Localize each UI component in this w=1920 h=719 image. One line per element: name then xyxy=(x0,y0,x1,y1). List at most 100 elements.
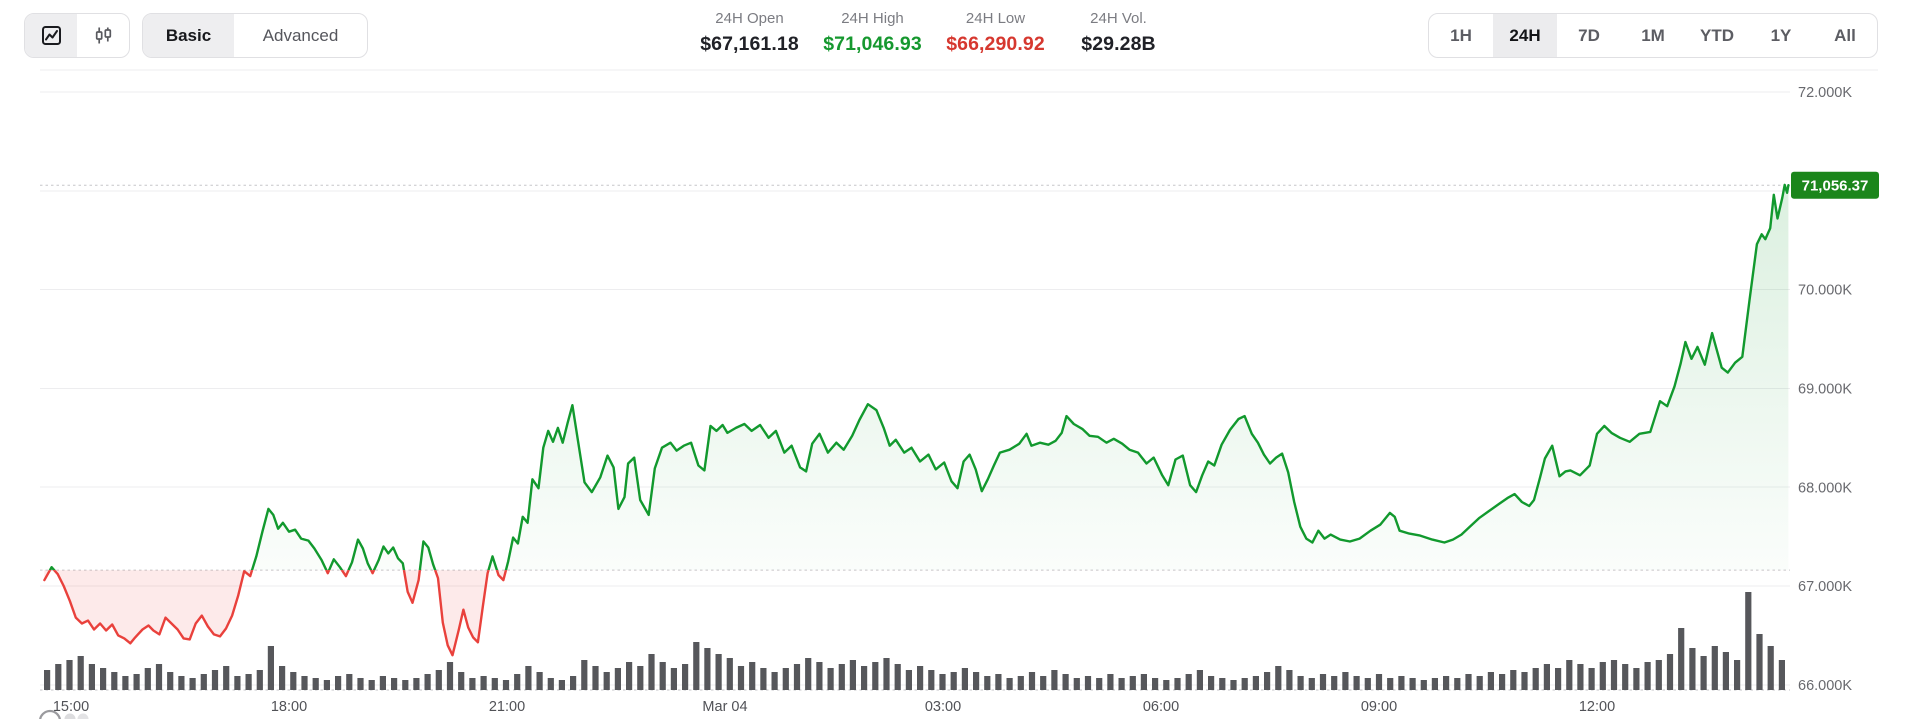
stats-row: 24H Open $67,161.18 24H High $71,046.93 24H … xyxy=(688,9,1180,56)
x-axis-label: 18:00 xyxy=(271,699,307,715)
volume-bar xyxy=(66,660,73,690)
volume-bar xyxy=(1073,678,1080,690)
volume-bar xyxy=(961,668,968,690)
volume-bar xyxy=(1756,634,1763,690)
stat-24h-high: 24H High $71,046.93 xyxy=(811,9,934,56)
volume-bar xyxy=(995,674,1002,690)
volume-bar xyxy=(614,668,621,690)
y-axis-label: 66.000K xyxy=(1798,678,1852,694)
volume-bar xyxy=(1208,676,1215,690)
range-button-ytd[interactable]: YTD xyxy=(1700,25,1734,45)
volume-bar xyxy=(1633,668,1640,690)
volume-bar xyxy=(133,674,140,690)
stat-value: $71,046.93 xyxy=(823,33,922,55)
candlestick-chart-type-button[interactable] xyxy=(77,14,129,57)
zoom-control-icon[interactable] xyxy=(34,705,100,719)
volume-bar xyxy=(1599,662,1606,690)
volume-bar xyxy=(1510,670,1517,690)
volume-bar xyxy=(312,678,319,690)
range-button-1h[interactable]: 1H xyxy=(1450,25,1472,45)
volume-bar xyxy=(793,664,801,690)
volume-bar xyxy=(1644,662,1651,690)
range-button-7d[interactable]: 7D xyxy=(1578,25,1600,45)
volume-bar xyxy=(144,668,151,690)
volume-bar xyxy=(1409,678,1416,690)
tab-advanced[interactable]: Advanced xyxy=(262,25,339,45)
volume-bar xyxy=(234,676,241,690)
volume-bar xyxy=(782,668,789,690)
chart-type-toggle xyxy=(24,13,130,58)
volume-bar xyxy=(1610,660,1618,690)
volume-bar xyxy=(682,664,689,690)
volume-bar xyxy=(536,672,543,690)
volume-bar xyxy=(659,662,666,690)
volume-bar xyxy=(1745,592,1752,690)
volume-bar xyxy=(1040,676,1047,690)
chart-header: Basic Advanced 24H Open $67,161.18 24H Hig… xyxy=(0,0,1920,70)
volume-bar xyxy=(973,672,980,690)
volume-bar xyxy=(547,678,554,690)
x-axis-label: 03:00 xyxy=(925,699,961,715)
volume-bar xyxy=(939,674,946,690)
volume-bar xyxy=(1028,672,1036,690)
volume-bar xyxy=(458,672,465,690)
volume-bar xyxy=(446,662,454,690)
x-axis-label: 21:00 xyxy=(489,699,525,715)
volume-bar xyxy=(368,680,375,690)
price-area-up xyxy=(49,184,1789,571)
volume-bar xyxy=(1129,676,1136,690)
volume-bar xyxy=(1734,660,1741,690)
volume-bar xyxy=(469,678,476,690)
volume-bar xyxy=(1062,674,1069,690)
volume-bar xyxy=(917,666,924,690)
volume-bar xyxy=(323,680,330,690)
volume-bar xyxy=(1163,680,1170,690)
line-chart-type-button[interactable] xyxy=(25,14,77,57)
volume-bar xyxy=(1264,672,1271,690)
range-button-all[interactable]: All xyxy=(1834,25,1856,45)
volume-bar xyxy=(861,666,868,690)
stat-value: $67,161.18 xyxy=(700,33,799,55)
volume-bar xyxy=(1655,660,1662,690)
volume-bar xyxy=(1118,678,1125,690)
volume-bar xyxy=(670,668,677,690)
volume-bar xyxy=(178,676,185,690)
volume-bar xyxy=(122,676,129,690)
volume-bar xyxy=(480,676,487,690)
volume-bar xyxy=(737,666,745,690)
volume-bar xyxy=(1319,674,1327,690)
y-axis-label: 70.000K xyxy=(1798,283,1852,299)
volume-bar xyxy=(849,660,856,690)
volume-bar xyxy=(1778,660,1785,690)
range-button-24h[interactable]: 24H xyxy=(1493,14,1557,57)
volume-bar xyxy=(1767,646,1774,690)
volume-bar xyxy=(1107,674,1114,690)
price-line-down xyxy=(43,570,508,657)
volume-bar xyxy=(1241,678,1248,690)
volume-bar xyxy=(1364,678,1371,690)
volume-bar xyxy=(749,662,756,690)
volume-bar xyxy=(905,670,912,690)
tab-basic[interactable]: Basic xyxy=(143,14,234,57)
y-axis-label: 72.000K xyxy=(1798,85,1852,101)
y-axis-label: 69.000K xyxy=(1798,381,1852,397)
volume-bar xyxy=(771,672,778,690)
volume-bar xyxy=(984,676,991,690)
volume-bar xyxy=(1532,668,1539,690)
volume-bar xyxy=(413,678,420,690)
range-button-1m[interactable]: 1M xyxy=(1641,25,1665,45)
x-axis-label: 12:00 xyxy=(1579,699,1615,715)
volume-bar xyxy=(1006,678,1013,690)
volume-bar xyxy=(1588,668,1595,690)
volume-bars xyxy=(44,592,1785,690)
volume-bar xyxy=(514,674,521,690)
volume-bar xyxy=(424,674,431,690)
current-price-tag-label: 71,056.37 xyxy=(1802,177,1869,194)
volume-bar xyxy=(1499,674,1506,690)
volume-bar xyxy=(256,670,263,690)
volume-bar xyxy=(1700,656,1707,690)
volume-bar xyxy=(715,654,722,690)
volume-bar xyxy=(1577,664,1584,690)
volume-bar xyxy=(491,678,498,690)
range-button-1y[interactable]: 1Y xyxy=(1770,25,1792,45)
